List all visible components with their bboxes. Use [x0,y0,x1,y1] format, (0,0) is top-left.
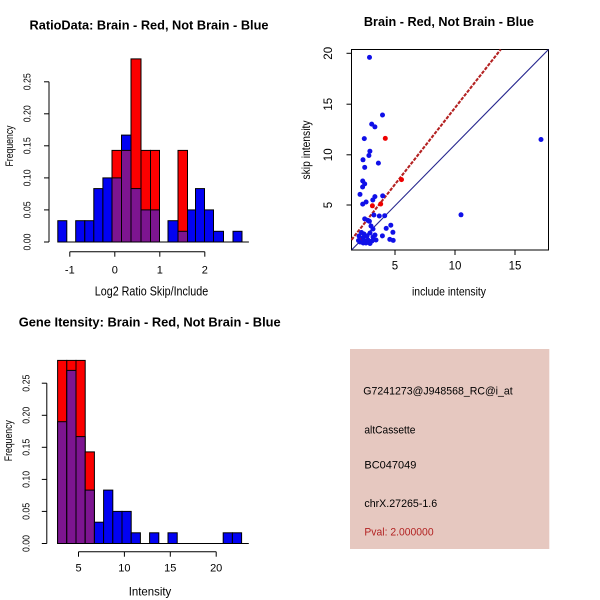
svg-text:Frequency: Frequency [3,420,15,461]
svg-text:RatioData: Brain - Red, Not Br: RatioData: Brain - Red, Not Brain - Blue [30,18,269,33]
svg-text:15: 15 [323,98,335,111]
svg-text:0: 0 [112,265,118,277]
svg-text:0.00: 0.00 [22,233,34,250]
svg-text:0.20: 0.20 [21,407,33,424]
svg-text:0.15: 0.15 [22,137,34,154]
svg-text:10: 10 [449,261,462,273]
svg-text:0.10: 0.10 [21,471,33,488]
svg-text:G7241273@J948568_RC@i_at: G7241273@J948568_RC@i_at [363,386,512,398]
svg-text:20: 20 [210,563,222,575]
svg-text:1: 1 [157,265,163,277]
svg-text:5: 5 [323,202,335,208]
svg-text:0.25: 0.25 [21,375,33,392]
svg-text:Log2 Ratio Skip/Include: Log2 Ratio Skip/Include [95,284,208,299]
svg-text:10: 10 [323,148,335,161]
svg-text:Intensity: Intensity [129,585,172,599]
svg-text:altCassette: altCassette [364,425,415,437]
svg-text:5: 5 [392,261,398,273]
svg-text:15: 15 [509,261,522,273]
svg-text:0.15: 0.15 [21,439,33,456]
svg-text:20: 20 [323,47,335,60]
svg-text:15: 15 [164,563,176,575]
svg-text:Brain - Red, Not Brain - Blue: Brain - Red, Not Brain - Blue [364,14,534,29]
svg-text:-1: -1 [65,265,75,277]
svg-text:2: 2 [202,265,208,277]
svg-text:10: 10 [118,563,130,575]
svg-text:Pval: 2.000000: Pval: 2.000000 [364,526,433,538]
svg-text:chrX.27265-1.6: chrX.27265-1.6 [364,498,437,510]
svg-text:0.00: 0.00 [21,535,33,552]
svg-text:5: 5 [75,563,81,575]
svg-text:0.10: 0.10 [22,169,34,186]
svg-text:BC047049: BC047049 [364,459,416,471]
svg-text:skip intensity: skip intensity [299,121,313,180]
svg-text:0.25: 0.25 [22,73,34,90]
svg-text:Frequency: Frequency [4,125,16,166]
svg-text:0.05: 0.05 [21,503,33,520]
svg-text:0.20: 0.20 [22,105,34,122]
svg-text:Gene Itensity: Brain - Red, No: Gene Itensity: Brain - Red, Not Brain - … [19,315,281,330]
svg-text:include intensity: include intensity [412,285,486,299]
svg-text:0.05: 0.05 [22,201,34,218]
